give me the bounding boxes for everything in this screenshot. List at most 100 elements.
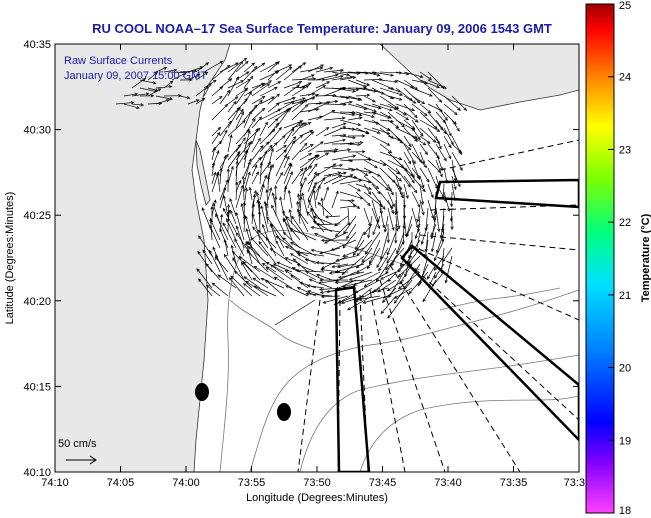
current-vector [403, 159, 415, 178]
current-vector-head [152, 81, 157, 85]
current-vector [307, 85, 326, 97]
current-vector [211, 127, 221, 137]
current-vector [341, 295, 365, 304]
current-vector [309, 278, 333, 289]
current-vector [339, 142, 363, 145]
current-vector [387, 167, 402, 182]
current-vector-head [299, 182, 303, 187]
current-vector [235, 142, 251, 161]
current-vector-head [183, 72, 187, 76]
current-vector-head [233, 100, 237, 105]
x-tick-label: 73:35 [500, 477, 528, 489]
current-vector-head [339, 163, 344, 168]
current-vector-head [361, 150, 366, 154]
current-vector-head [306, 210, 310, 215]
current-vector-head [247, 246, 252, 250]
current-vector-head [201, 97, 206, 102]
current-vector [434, 263, 445, 279]
current-vector-head [303, 166, 307, 171]
current-vector-head [437, 228, 441, 233]
current-vector-head [340, 300, 345, 305]
current-vector-head [436, 85, 441, 89]
current-vector [267, 187, 272, 201]
current-vector-head [382, 224, 386, 229]
current-vector-head [399, 92, 404, 96]
current-vector-head [314, 232, 318, 236]
current-vector-head [270, 264, 274, 268]
current-vector-head [417, 282, 421, 287]
current-vector [363, 207, 371, 227]
current-vector [291, 78, 316, 81]
current-vector [243, 283, 261, 297]
current-vector-head [257, 229, 262, 234]
current-vector [386, 247, 397, 264]
current-vector-head [219, 86, 224, 90]
current-vector-head [388, 108, 393, 112]
current-vector-head [348, 277, 353, 281]
current-vector [123, 103, 140, 109]
current-vector [346, 223, 357, 239]
current-vector [395, 215, 398, 231]
current-vector-head [248, 186, 252, 191]
current-vector [283, 186, 287, 201]
current-vector-head [398, 97, 403, 101]
current-vector-head [372, 99, 376, 103]
current-vector [291, 142, 308, 161]
current-vector [187, 66, 203, 73]
current-vector [219, 78, 232, 89]
current-vector-head [347, 148, 352, 152]
current-vector [274, 276, 293, 289]
current-vector [371, 87, 394, 99]
current-vector [387, 295, 405, 319]
current-vector [355, 79, 370, 86]
current-vector-head [263, 200, 267, 205]
current-vector-head [163, 66, 168, 70]
current-vector-head [450, 226, 454, 231]
current-vector-head [178, 94, 182, 98]
current-vector-head [242, 261, 247, 265]
current-vector [411, 87, 433, 97]
current-vector [339, 119, 361, 126]
current-vector-head [366, 82, 371, 86]
scale-label: 50 cm/s [58, 438, 97, 450]
current-vector-head [205, 85, 209, 90]
current-vector-head [424, 253, 428, 258]
current-vector-head [235, 160, 239, 165]
current-vector-head [237, 150, 241, 155]
current-vector-head [136, 105, 140, 109]
current-vector [369, 239, 381, 264]
current-vectors [115, 57, 468, 326]
current-vector-head [246, 128, 250, 133]
current-vector [316, 262, 341, 265]
current-vector-head [457, 183, 461, 188]
current-vector [371, 287, 389, 293]
current-vector [266, 262, 285, 273]
current-vector-head [235, 211, 239, 216]
current-vector-head [358, 113, 363, 117]
current-vector [275, 240, 285, 257]
current-vector [211, 104, 228, 121]
current-vector-head [437, 184, 441, 189]
current-vector-head [405, 117, 410, 121]
current-vector-head [363, 283, 368, 288]
current-vector [396, 231, 405, 254]
current-vector [425, 207, 429, 231]
current-vector [331, 76, 353, 81]
current-vector [331, 239, 357, 251]
current-vector [435, 103, 448, 121]
current-vector [403, 175, 418, 193]
current-vector-head [317, 201, 322, 206]
current-vector-head [274, 118, 279, 122]
current-vector-head [266, 216, 270, 220]
current-vector [411, 95, 425, 105]
current-vector-head [291, 128, 295, 132]
current-vector [331, 155, 356, 161]
current-vector-head [383, 228, 387, 233]
current-vector [321, 255, 349, 269]
current-vector [315, 110, 335, 121]
current-vector [211, 96, 223, 105]
current-vector-head [261, 223, 265, 228]
current-vector [222, 208, 237, 233]
current-vector [155, 95, 173, 100]
current-vector-head [218, 95, 223, 100]
